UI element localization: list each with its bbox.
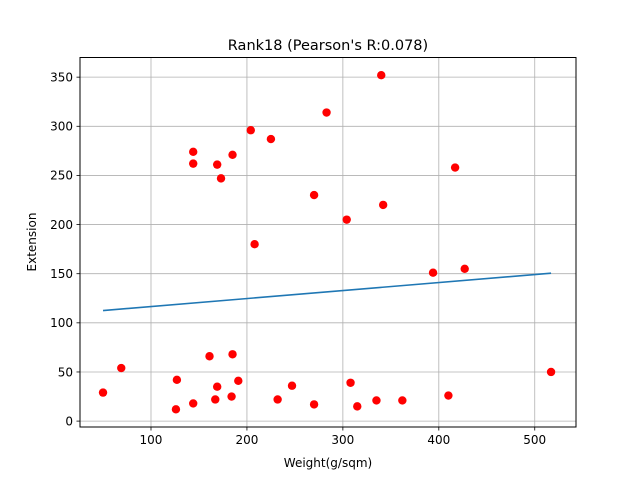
data-point: [212, 160, 222, 169]
data-point: [189, 159, 198, 168]
data-point: [444, 391, 453, 400]
data-point: [250, 240, 259, 249]
x-tick-label: 200: [235, 433, 258, 447]
data-point: [322, 108, 331, 117]
data-point: [309, 190, 319, 200]
y-axis-label: Extension: [25, 213, 39, 272]
data-point: [428, 268, 438, 277]
data-point: [117, 363, 126, 373]
trend-layer: [102, 272, 552, 312]
x-tick-label: 500: [523, 433, 546, 447]
chart-title: Rank18 (Pearson's R:0.078): [228, 38, 428, 54]
data-point: [342, 215, 351, 224]
data-point: [212, 382, 222, 391]
y-tick-label: 150: [50, 267, 73, 281]
data-point: [460, 264, 469, 273]
data-point: [309, 400, 319, 409]
data-point: [171, 405, 181, 414]
tick-layer: 100 200 300 400 500 0 50 100 150 200 250 300 350: [50, 70, 546, 447]
data-point: [189, 399, 198, 408]
data-point: [353, 402, 362, 411]
grid-layer: [80, 57, 576, 427]
data-point: [266, 134, 276, 144]
data-point: [228, 350, 237, 359]
data-point: [234, 376, 243, 386]
trend-line: [102, 272, 552, 312]
data-point: [346, 378, 355, 387]
points-layer: [98, 70, 556, 414]
x-tick-label: 100: [140, 433, 163, 447]
y-tick-label: 100: [50, 316, 73, 330]
data-point: [273, 395, 282, 404]
data-point: [205, 352, 214, 361]
y-tick-label: 300: [50, 120, 73, 134]
data-point: [98, 388, 108, 397]
data-point: [216, 174, 226, 183]
data-point: [287, 381, 297, 390]
plot-frame: [79, 57, 577, 428]
data-point: [546, 367, 556, 377]
data-point: [378, 200, 388, 210]
x-tick-label: 300: [331, 433, 354, 447]
data-point: [211, 395, 220, 404]
y-tick-label: 0: [65, 414, 73, 428]
data-point: [377, 70, 386, 80]
y-tick-label: 250: [50, 169, 73, 183]
y-tick-label: 350: [50, 70, 73, 84]
y-tick-label: 200: [50, 218, 73, 232]
y-tick-label: 50: [58, 365, 73, 379]
data-point: [450, 163, 460, 172]
data-point: [246, 126, 255, 135]
x-axis-label: Weight(g/sqm): [284, 456, 372, 470]
data-point: [228, 150, 237, 159]
data-point: [372, 396, 381, 405]
data-point: [189, 147, 198, 157]
data-point: [398, 396, 407, 405]
x-tick-label: 400: [427, 433, 450, 447]
data-point: [172, 375, 182, 385]
data-point: [227, 392, 236, 401]
